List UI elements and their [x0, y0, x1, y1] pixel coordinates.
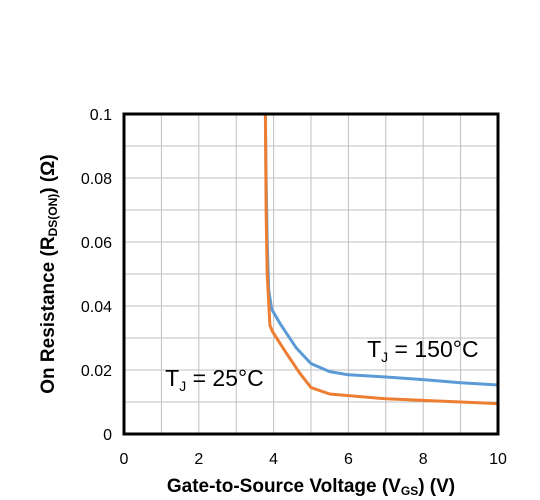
x-tick-labels: 0 2 4 6 8 10 [120, 451, 507, 468]
y-tick-label: 0.02 [81, 363, 112, 380]
gridlines [124, 114, 498, 434]
series-lines [263, 113, 499, 406]
y-tick-label: 0.04 [81, 299, 112, 316]
plot-area-border [122, 112, 500, 436]
y-tick-label: 0.1 [90, 107, 112, 124]
x-tick-label: 10 [489, 451, 507, 468]
series-label-0: TJ = 150°C [367, 336, 478, 365]
y-tick-label: 0.08 [81, 171, 112, 188]
y-tick-label: 0 [103, 427, 112, 444]
x-tick-label: 8 [419, 451, 428, 468]
x-tick-label: 4 [269, 451, 278, 468]
x-tick-label: 0 [120, 451, 129, 468]
x-tick-label: 2 [194, 451, 203, 468]
y-tick-labels: 0 0.02 0.04 0.06 0.08 0.1 [81, 107, 112, 444]
x-axis-title: Gate-to-Source Voltage (VGS) (V) [167, 476, 455, 498]
series-annotations: TJ = 150°C TJ = 25°C [165, 336, 478, 394]
x-tick-label: 6 [344, 451, 353, 468]
series-label-1: TJ = 25°C [165, 365, 264, 394]
series-line-1 [263, 113, 499, 406]
y-tick-label: 0.06 [81, 235, 112, 252]
y-axis-title: On Resistance (RDS(ON)) (Ω) [38, 154, 60, 394]
